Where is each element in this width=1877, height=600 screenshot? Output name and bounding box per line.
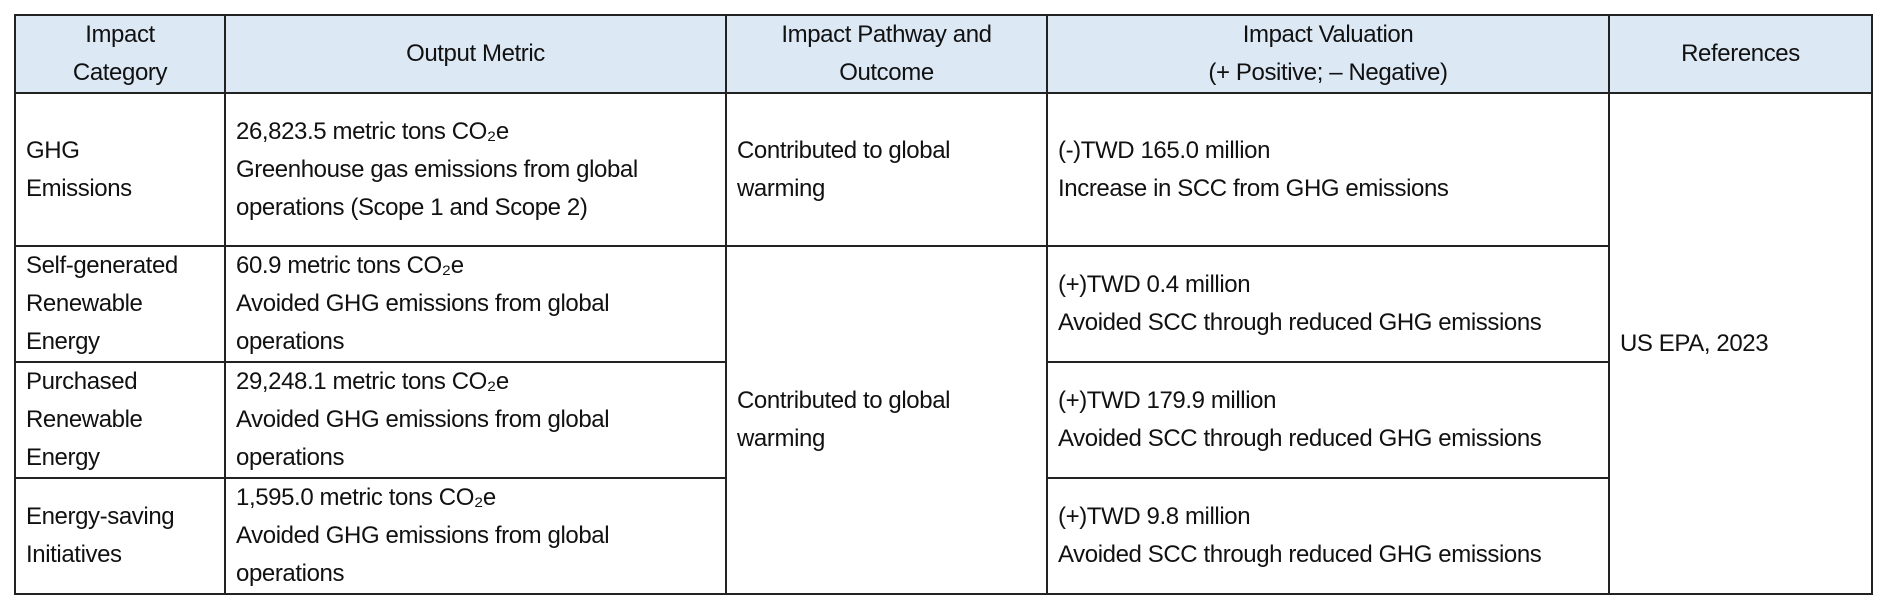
pathway-cell: Contributed to global warming bbox=[725, 92, 1048, 247]
header-impact-pathway: Impact Pathway and Outcome bbox=[725, 14, 1048, 94]
table-row: Energy-saving Initiatives 1,595.0 metric … bbox=[14, 477, 1872, 595]
valuation-cell: (+)TWD 0.4 million Avoided SCC through re… bbox=[1046, 245, 1610, 363]
category-cell: GHG Emissions bbox=[14, 92, 226, 247]
header-output-metric: Output Metric bbox=[224, 14, 727, 94]
table-row: GHG Emissions 26,823.5 metric tons CO₂e Gr… bbox=[14, 92, 1873, 595]
header-impact-category: Impact Category bbox=[14, 14, 226, 94]
category-cell: Self-generated Renewable Energy bbox=[14, 245, 226, 363]
category-cell: Purchased Renewable Energy bbox=[14, 361, 226, 479]
valuation-cell: (+)TWD 179.9 million Avoided SCC through … bbox=[1046, 361, 1610, 479]
metric-cell: 1,595.0 metric tons CO₂e Avoided GHG emis… bbox=[224, 477, 727, 595]
impact-valuation-table: Impact Category Output Metric Impact Path… bbox=[14, 14, 1873, 595]
pathway-cell: Contributed to global warming bbox=[725, 245, 1048, 595]
valuation-cell: (+)TWD 9.8 million Avoided SCC through re… bbox=[1046, 477, 1610, 595]
header-row: Impact Category Output Metric Impact Path… bbox=[14, 14, 1873, 94]
header-references: References bbox=[1608, 14, 1873, 94]
metric-cell: 29,248.1 metric tons CO₂e Avoided GHG emi… bbox=[224, 361, 727, 479]
table-row: Self-generated Renewable Energy 60.9 metri… bbox=[14, 245, 1872, 595]
metric-cell: 60.9 metric tons CO₂e Avoided GHG emissio… bbox=[224, 245, 727, 363]
references-cell: US EPA, 2023 bbox=[1608, 92, 1873, 595]
metric-cell: 26,823.5 metric tons CO₂e Greenhouse gas … bbox=[224, 92, 727, 247]
category-cell: Energy-saving Initiatives bbox=[14, 477, 226, 595]
header-impact-valuation: Impact Valuation (+ Positive; – Negative) bbox=[1046, 14, 1610, 94]
table-row: Purchased Renewable Energy 29,248.1 metric… bbox=[14, 361, 1872, 479]
valuation-cell: (-)TWD 165.0 million Increase in SCC from… bbox=[1046, 92, 1610, 247]
